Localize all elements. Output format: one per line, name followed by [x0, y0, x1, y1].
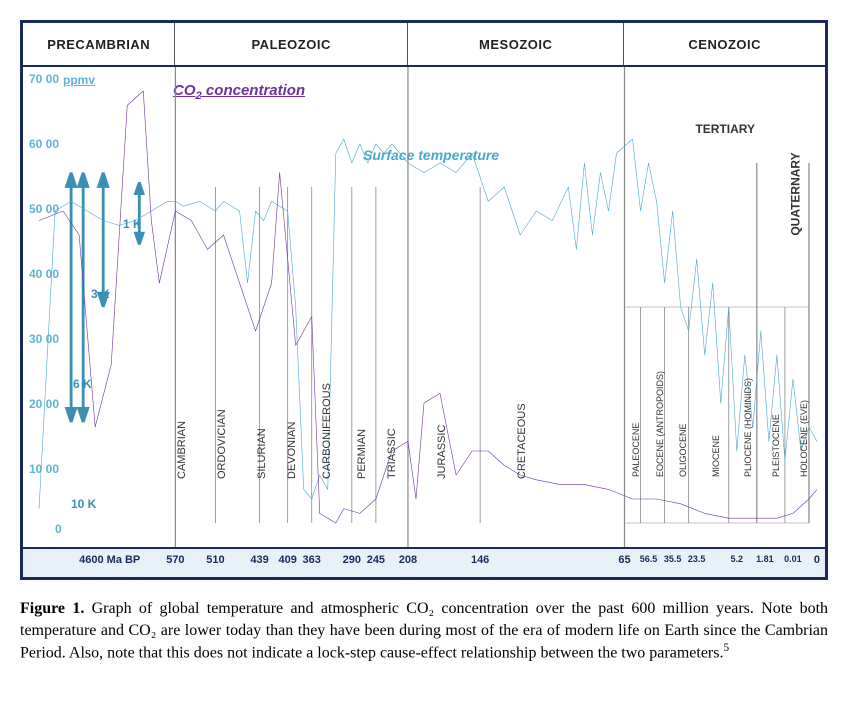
x-tick-245: 245	[367, 554, 385, 566]
x-tick-208: 208	[399, 554, 417, 566]
x-tick-570: 570	[166, 554, 184, 566]
x-tick-235: 23.5	[688, 554, 706, 564]
era-precambrian: PRECAMBRIAN	[23, 23, 175, 65]
x-tick-181: 1.81	[756, 554, 774, 564]
x-tick-439: 439	[250, 554, 268, 566]
plot-svg	[23, 67, 825, 547]
period-triassic: TRIASSIC	[386, 428, 398, 479]
period-cretaceous: CRETACEOUS	[516, 403, 528, 479]
x-tick-565: 56.5	[640, 554, 658, 564]
x-tick-510: 510	[206, 554, 224, 566]
period-paleocene: PALEOCENE	[631, 423, 641, 477]
x-tick-409: 409	[278, 554, 296, 566]
x-tick-52: 5.2	[731, 554, 744, 564]
period-silurian: SILURIAN	[256, 428, 268, 479]
x-tick-355: 35.5	[664, 554, 682, 564]
x-tick-363: 363	[303, 554, 321, 566]
period-oligocene: OLIGOCENE	[678, 423, 688, 477]
x-tick-290: 290	[343, 554, 361, 566]
x-axis-origin: 4600 Ma BP	[79, 554, 140, 566]
era-header: PRECAMBRIAN PALEOZOIC MESOZOIC CENOZOIC	[23, 23, 825, 67]
era-mesozoic: MESOZOIC	[408, 23, 625, 65]
period-carboniferous: CARBONIFEROUS	[321, 383, 333, 479]
x-tick-146: 146	[471, 554, 489, 566]
period-eocene: EOCENE (ANTROPOIDS)	[655, 371, 665, 477]
period-pliocene: PLIOCENE (HOMINIDS)	[743, 378, 753, 477]
period-pleistocene: PLEISTOCENE	[771, 414, 781, 477]
period-jurassic: JURASSIC	[436, 425, 448, 479]
chart-frame: PRECAMBRIAN PALEOZOIC MESOZOIC CENOZOIC …	[20, 20, 828, 580]
caption-prefix: Figure 1.	[20, 600, 84, 617]
period-miocene: MIOCENE	[711, 435, 721, 477]
era-paleozoic: PALEOZOIC	[175, 23, 408, 65]
plot-area: 70 00 ppmv 60 00 50 00 40 00 30 00 20 00…	[23, 67, 825, 547]
x-tick-65: 65	[618, 554, 630, 566]
period-cambrian: CAMBRIAN	[176, 421, 188, 479]
period-ordovician: ORDOVICIAN	[216, 409, 228, 479]
period-devonian: DEVONIAN	[286, 422, 298, 479]
x-tick-0: 0	[814, 554, 820, 566]
figure-caption: Figure 1. Graph of global temperature an…	[20, 598, 828, 664]
caption-footnote: 5	[723, 642, 729, 654]
period-holocene: HOLOCENE (EVE)	[799, 400, 809, 477]
era-cenozoic: CENOZOIC	[624, 23, 825, 65]
period-permian: PERMIAN	[356, 429, 368, 479]
caption-text: Graph of global temperature and atmosphe…	[20, 600, 828, 662]
x-tick-001: 0.01	[784, 554, 802, 564]
x-axis: 4600 Ma BP 570 510 439 409 363 290 245 2…	[23, 547, 825, 577]
